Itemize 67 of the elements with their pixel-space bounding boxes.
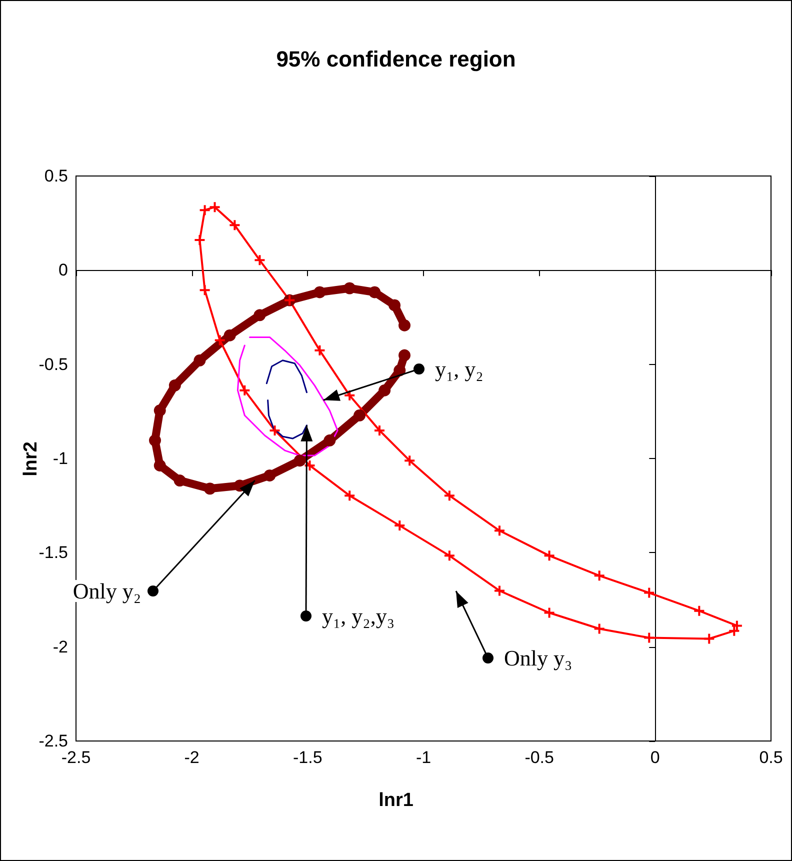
point [378,384,391,396]
y-tick-label: -2.5 [38,732,68,750]
point [268,424,281,436]
point [373,424,386,436]
point [254,309,266,322]
point [254,254,266,266]
y-axis-title: lnr2 [20,442,42,476]
point [593,570,606,582]
point [208,201,221,214]
y-tick-label: -1.5 [38,543,68,562]
point [543,550,556,562]
point [398,319,411,332]
point [394,520,406,532]
point [404,454,416,467]
point [314,344,326,356]
point [643,586,656,599]
point [368,286,381,298]
point [194,234,206,246]
point [238,384,251,396]
point [593,622,606,635]
point [493,584,506,597]
x-tick-label: -1.5 [293,748,322,767]
point [388,299,401,312]
point [344,389,356,402]
annotation: Only y₂ [72,578,141,604]
point [198,284,211,296]
chart-title: 95% confidence region [276,46,516,72]
point [198,204,211,216]
point [443,490,456,502]
y-tick-label: 0.5 [44,166,68,186]
point [304,459,316,472]
point [543,606,556,619]
point [228,219,241,232]
y-tick-label: -0.5 [38,354,68,374]
x-tick-label: -1 [416,748,432,767]
point [224,329,236,342]
x-tick-label: -0.5 [524,748,554,767]
point [154,404,166,416]
point [154,459,166,472]
point [344,490,356,502]
x-axis-title: lnr1 [378,790,414,811]
point [398,349,411,362]
y-tick-label: -1 [52,449,68,468]
point [354,409,366,422]
point [344,282,356,294]
point [314,286,326,298]
point [324,434,336,446]
point [264,469,276,482]
point [703,632,716,645]
annotation: Only y₃ [504,646,572,670]
point [294,454,306,467]
x-tick-label: 0 [650,748,660,767]
x-tick-label: -2 [184,748,200,767]
point [168,379,181,392]
point [693,604,706,617]
point [493,524,506,537]
point [214,334,226,346]
point [194,354,206,366]
point [443,550,456,562]
point [394,364,406,376]
y-tick-label: -2 [52,637,68,656]
point [149,434,161,446]
x-tick-label: 0.5 [759,748,783,767]
point [643,632,656,644]
annotation: y₁, y₂ [435,356,484,382]
annotation: y₁, y₂,y₃ [322,604,395,628]
y-tick-label: 0 [58,260,68,280]
